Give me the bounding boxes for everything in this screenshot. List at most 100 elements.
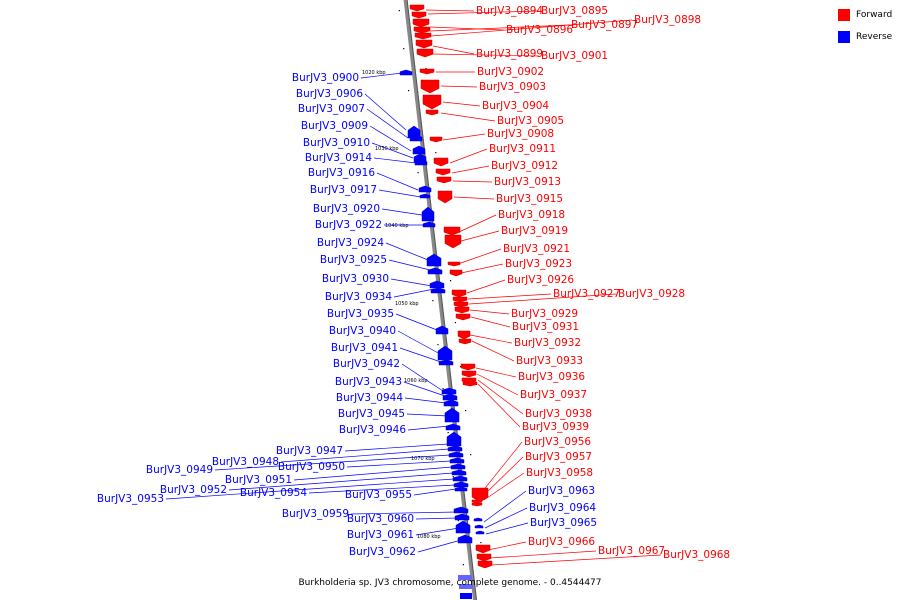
gene-leader-line bbox=[460, 230, 500, 242]
gene-label: BurJV3_0941 bbox=[331, 342, 398, 354]
gene-label: BurJV3_0955 bbox=[345, 489, 412, 501]
gene-glyph-forward bbox=[447, 261, 461, 267]
gene-label: BurJV3_0949 bbox=[146, 464, 213, 476]
gene-glyph-reverse bbox=[437, 345, 453, 361]
gene-glyph-forward bbox=[429, 136, 443, 143]
gene-leader-line bbox=[401, 363, 444, 392]
gene-glyph-forward bbox=[413, 26, 431, 34]
gene-label: BurJV3_0942 bbox=[333, 358, 400, 370]
scale-label: 1070 kbp bbox=[411, 456, 435, 462]
gene-glyph-reverse bbox=[445, 423, 461, 431]
gene-glyph-forward bbox=[471, 502, 483, 507]
gene-label: BurJV3_0958 bbox=[526, 467, 593, 479]
gene-glyph-forward bbox=[458, 338, 472, 345]
gene-leader-line bbox=[468, 293, 617, 305]
gene-leader-line bbox=[469, 334, 513, 344]
gene-label: BurJV3_0953 bbox=[97, 493, 164, 505]
scale-tick bbox=[442, 388, 444, 390]
scale-tick bbox=[459, 366, 462, 368]
gene-glyph-reverse bbox=[460, 593, 472, 599]
gene-leader-line bbox=[483, 472, 525, 501]
gene-label: BurJV3_0901 bbox=[541, 50, 608, 62]
gene-label: BurJV3_0945 bbox=[338, 408, 405, 420]
gene-leader-line bbox=[165, 478, 455, 500]
gene-leader-line bbox=[395, 313, 438, 331]
gene-glyph-forward bbox=[477, 560, 493, 569]
gene-label: BurJV3_0894 bbox=[476, 5, 543, 17]
gene-glyph-reverse bbox=[450, 463, 466, 470]
gene-leader-line bbox=[344, 443, 449, 452]
gene-leader-line bbox=[415, 527, 460, 536]
gene-leader-line bbox=[487, 541, 527, 551]
gene-glyph-reverse bbox=[475, 530, 485, 535]
gene-glyph-forward bbox=[455, 313, 471, 321]
gene-label: BurJV3_0946 bbox=[339, 424, 406, 436]
gene-label: BurJV3_0938 bbox=[525, 408, 592, 420]
gene-glyph-forward bbox=[419, 68, 435, 75]
gene-leader-line bbox=[476, 373, 519, 396]
scale-label: 1060 kbp bbox=[404, 378, 428, 384]
gene-glyph-reverse bbox=[399, 69, 413, 76]
gene-leader-line bbox=[280, 448, 450, 463]
gene-glyph-forward bbox=[415, 39, 433, 49]
scale-label: 1080 kbp bbox=[417, 534, 441, 540]
gene-label: BurJV3_0911 bbox=[489, 143, 556, 155]
gene-leader-line bbox=[466, 279, 506, 294]
gene-label: BurJV3_0959 bbox=[282, 508, 349, 520]
gene-glyph-reverse bbox=[458, 575, 472, 580]
gene-label: BurJV3_0924 bbox=[317, 237, 384, 249]
gene-label: BurJV3_0961 bbox=[347, 529, 414, 541]
gene-leader-line bbox=[469, 309, 510, 315]
gene-leader-line bbox=[228, 472, 454, 491]
gene-label: BurJV3_0963 bbox=[528, 485, 595, 497]
gene-glyph-reverse bbox=[454, 513, 470, 521]
gene-leader-line bbox=[457, 248, 502, 265]
scale-tick bbox=[470, 454, 472, 456]
gene-label: BurJV3_0912 bbox=[491, 160, 558, 172]
reverse-swatch bbox=[838, 31, 850, 43]
scale-tick bbox=[452, 476, 454, 478]
scale-tick bbox=[432, 300, 434, 302]
scale-tick bbox=[398, 10, 400, 12]
scale-tick bbox=[447, 432, 449, 434]
gene-leader-line bbox=[425, 9, 475, 12]
gene-label: BurJV3_0914 bbox=[305, 152, 372, 164]
gene-label: BurJV3_0968 bbox=[663, 549, 730, 561]
legend-item-forward: Forward bbox=[838, 8, 892, 22]
gene-leader-line bbox=[489, 550, 597, 559]
gene-label: BurJV3_0957 bbox=[525, 451, 592, 463]
gene-label: BurJV3_0954 bbox=[240, 487, 307, 499]
gene-leader-line bbox=[371, 142, 414, 159]
gene-label: BurJV3_0899 bbox=[476, 48, 543, 60]
gene-leader-line bbox=[452, 180, 493, 183]
gene-glyph-reverse bbox=[418, 185, 432, 193]
figure-caption: Burkholderia sp. JV3 chromosome, complet… bbox=[298, 578, 602, 588]
gene-leader-line bbox=[475, 367, 517, 378]
gene-glyph-reverse bbox=[457, 534, 473, 544]
gene-label: BurJV3_0897 bbox=[571, 19, 638, 31]
gene-glyph-forward bbox=[412, 18, 430, 28]
gene-label: BurJV3_0913 bbox=[494, 176, 561, 188]
gene-leader-line bbox=[385, 242, 429, 261]
gene-leader-line bbox=[360, 72, 403, 79]
gene-label: BurJV3_0919 bbox=[501, 225, 568, 237]
gene-label: BurJV3_0929 bbox=[511, 308, 578, 320]
gene-leader-line bbox=[404, 397, 447, 404]
gene-glyph-reverse bbox=[447, 445, 463, 452]
gene-leader-line bbox=[214, 454, 451, 471]
gene-label: BurJV3_0950 bbox=[278, 461, 345, 473]
gene-label: BurJV3_0948 bbox=[212, 456, 279, 468]
gene-label: BurJV3_0900 bbox=[292, 72, 359, 84]
legend-label-reverse: Reverse bbox=[856, 32, 893, 42]
gene-leader-line bbox=[393, 288, 435, 298]
gene-leader-line bbox=[440, 85, 478, 88]
gene-leader-line bbox=[378, 189, 422, 198]
scale-tick bbox=[435, 152, 437, 154]
gene-label: BurJV3_0943 bbox=[335, 376, 402, 388]
gene-glyph-forward bbox=[475, 544, 491, 554]
gene-glyph-reverse bbox=[421, 206, 435, 222]
gene-glyph-forward bbox=[476, 553, 492, 562]
scale-tick bbox=[403, 48, 405, 50]
gene-leader-line bbox=[460, 263, 504, 274]
gene-glyph-reverse bbox=[438, 359, 454, 366]
